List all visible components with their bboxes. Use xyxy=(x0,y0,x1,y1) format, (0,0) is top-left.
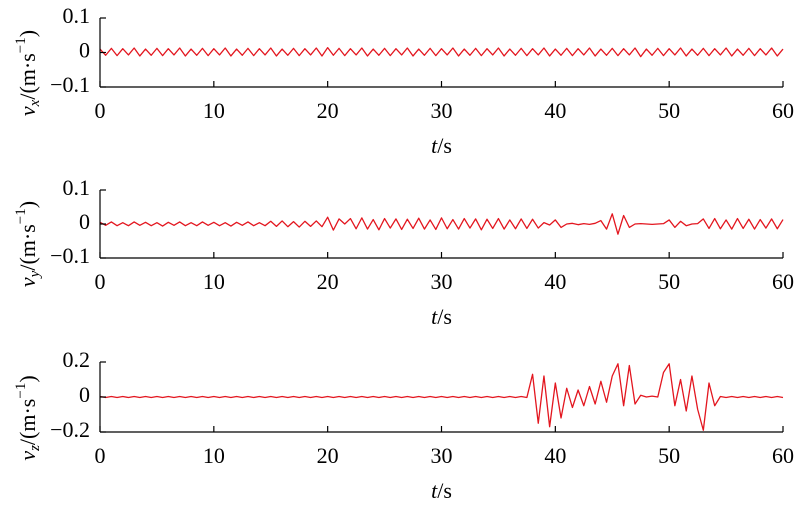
x-tick-label: 50 xyxy=(658,98,680,123)
data-line xyxy=(99,363,784,431)
y-tick-label: −0.1 xyxy=(50,72,90,97)
y-tick-label: 0 xyxy=(79,209,90,234)
y-label-subscript: x xyxy=(27,99,43,107)
x-tick-label: 60 xyxy=(772,269,794,294)
x-tick-label: 40 xyxy=(544,98,566,123)
y-label-unit: /(m·s xyxy=(15,53,40,99)
x-tick-label: 0 xyxy=(95,269,106,294)
x-tick-label: 40 xyxy=(544,269,566,294)
y-tick-label: 0 xyxy=(79,382,90,407)
y-axis-label: vy/(m·s−1) xyxy=(13,201,43,287)
x-tick-label: 30 xyxy=(431,443,453,468)
data-line xyxy=(99,213,784,235)
y-tick-label: 0.2 xyxy=(63,347,91,372)
y-label-superscript: −1 xyxy=(13,208,29,224)
y-label-superscript: −1 xyxy=(13,37,29,53)
x-tick-label: 60 xyxy=(772,443,794,468)
x-axis-label: t/s xyxy=(431,133,452,158)
y-label-unit: /(m·s xyxy=(15,399,40,445)
y-axis-label: vx/(m·s−1) xyxy=(13,30,43,116)
y-tick-label: −0.2 xyxy=(50,417,90,442)
x-tick-label: 50 xyxy=(658,443,680,468)
x-tick-label: 10 xyxy=(203,269,225,294)
x-label-symbol: t xyxy=(431,304,438,329)
x-tick-label: 20 xyxy=(317,443,339,468)
y-tick-label: 0 xyxy=(79,38,90,63)
x-label-unit: /s xyxy=(437,304,452,329)
x-tick-label: 60 xyxy=(772,98,794,123)
x-axis-label: t/s xyxy=(431,478,452,503)
x-tick-label: 40 xyxy=(544,443,566,468)
x-tick-label: 0 xyxy=(95,443,106,468)
y-label-subscript: z xyxy=(27,445,43,452)
y-label-symbol: v xyxy=(15,451,40,461)
x-tick-label: 0 xyxy=(95,98,106,123)
x-tick-label: 30 xyxy=(431,269,453,294)
data-line xyxy=(99,47,784,58)
x-tick-label: 30 xyxy=(431,98,453,123)
y-label-symbol: v xyxy=(15,106,40,116)
y-tick-label: −0.1 xyxy=(50,243,90,268)
x-tick-label: 20 xyxy=(317,269,339,294)
x-tick-label: 50 xyxy=(658,269,680,294)
y-label-close: ) xyxy=(15,375,40,382)
y-label-close: ) xyxy=(15,201,40,208)
x-label-symbol: t xyxy=(431,478,438,503)
y-label-symbol: v xyxy=(15,277,40,287)
y-label-superscript: −1 xyxy=(13,383,29,399)
y-label-close: ) xyxy=(15,30,40,37)
y-label-subscript: y xyxy=(27,270,43,279)
x-label-symbol: t xyxy=(431,133,438,158)
y-axis-label: vz/(m·s−1) xyxy=(13,375,43,460)
x-label-unit: /s xyxy=(437,478,452,503)
y-tick-label: 0.1 xyxy=(63,175,91,200)
x-tick-label: 10 xyxy=(203,443,225,468)
x-tick-label: 20 xyxy=(317,98,339,123)
y-tick-label: 0.1 xyxy=(63,3,91,28)
x-axis-label: t/s xyxy=(431,304,452,329)
x-tick-label: 10 xyxy=(203,98,225,123)
x-label-unit: /s xyxy=(437,133,452,158)
y-label-unit: /(m·s xyxy=(15,224,40,270)
